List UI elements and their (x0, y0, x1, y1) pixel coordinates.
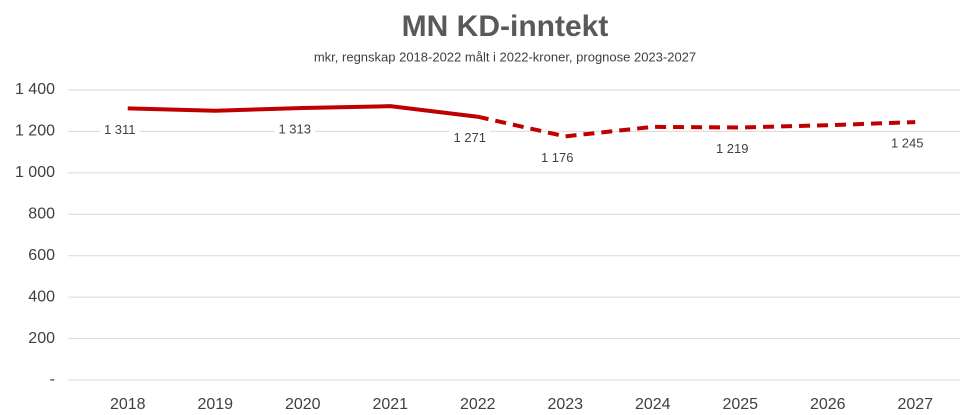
y-tick-label: 800 (28, 206, 55, 223)
x-tick-label: 2025 (722, 396, 758, 413)
data-label: 1 219 (716, 141, 749, 156)
x-tick-label: 2024 (635, 396, 671, 413)
data-label: 1 271 (453, 130, 486, 145)
y-tick-label: 1 000 (15, 164, 55, 181)
y-tick-label: 200 (28, 330, 55, 347)
x-tick-label: 2018 (110, 396, 146, 413)
x-tick-label: 2027 (897, 396, 933, 413)
data-label: 1 311 (104, 122, 136, 137)
x-tick-label: 2021 (372, 396, 408, 413)
data-label: 1 176 (541, 150, 574, 165)
label-bg (886, 135, 928, 151)
label-bg (99, 121, 140, 137)
x-tick-label: 2022 (460, 396, 496, 413)
data-label: 1 245 (891, 136, 924, 151)
x-tick-label: 2019 (197, 396, 233, 413)
y-tick-label: - (50, 371, 55, 388)
series-line (127, 104, 478, 119)
x-tick-label: 2026 (810, 396, 846, 413)
label-bg (536, 149, 578, 165)
label-bg (274, 121, 316, 137)
x-tick-label: 2023 (547, 396, 583, 413)
chart-title: MN KD-inntekt (402, 10, 609, 43)
label-bg (449, 130, 491, 146)
x-tick-label: 2020 (285, 396, 321, 413)
y-tick-label: 400 (28, 288, 55, 305)
y-tick-label: 600 (28, 247, 55, 264)
series-line (477, 114, 916, 139)
label-bg (711, 140, 753, 156)
y-tick-label: 1 200 (15, 123, 55, 140)
data-label: 1 313 (278, 121, 311, 136)
y-tick-label: 1 400 (15, 81, 55, 98)
chart-subtitle: mkr, regnskap 2018-2022 målt i 2022-kron… (314, 49, 696, 64)
